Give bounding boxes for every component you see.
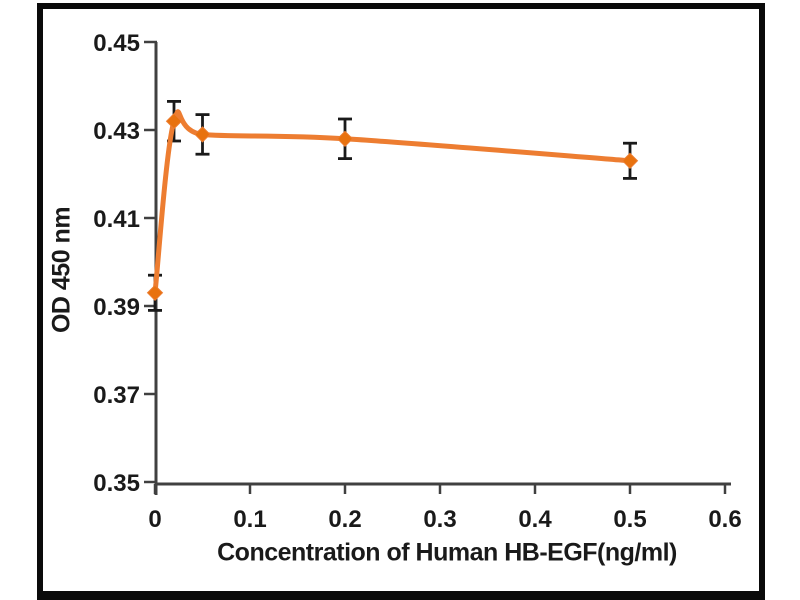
- y-tick-label: 0.45: [93, 30, 140, 57]
- y-tick-label: 0.43: [93, 118, 140, 145]
- data-point-marker: [165, 112, 183, 130]
- x-tick-label: 0.4: [518, 506, 552, 533]
- data-point-marker: [194, 126, 211, 143]
- x-tick-label: 0.3: [423, 506, 456, 533]
- data-point-marker: [336, 130, 354, 148]
- data-point-marker: [146, 284, 164, 302]
- y-axis-title: OD 450 nm: [47, 206, 76, 334]
- y-tick-label: 0.35: [93, 470, 140, 497]
- data-series-line: [152, 109, 633, 296]
- y-tick-label: 0.37: [93, 382, 140, 409]
- data-point-marker: [621, 152, 639, 170]
- x-tick-label: 0.6: [708, 506, 741, 533]
- chart-frame: [37, 3, 765, 600]
- x-axis-title: Concentration of Human HB-EGF(ng/ml): [217, 538, 677, 567]
- x-tick-label: 0.5: [613, 506, 646, 533]
- y-tick-label: 0.39: [93, 294, 140, 321]
- y-tick-label: 0.41: [93, 206, 140, 233]
- x-tick-label: 0.2: [328, 506, 361, 533]
- x-tick-label: 0: [148, 506, 161, 533]
- x-tick-label: 0.1: [233, 506, 266, 533]
